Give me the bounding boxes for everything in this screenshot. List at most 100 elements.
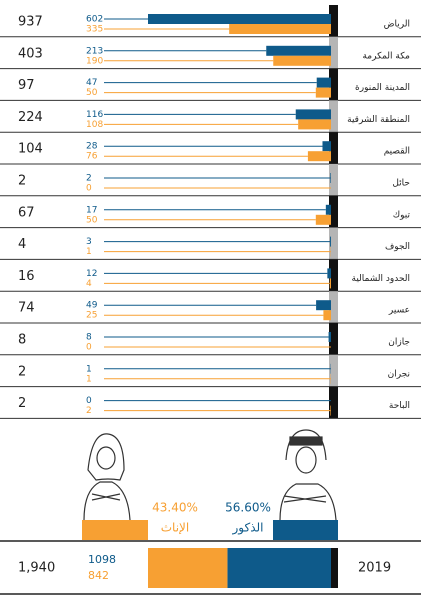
male-swatch	[273, 520, 338, 540]
bar	[148, 14, 331, 24]
value-label: 50	[86, 215, 98, 225]
region-total: 97	[18, 78, 35, 93]
summary-bar	[148, 548, 228, 588]
region-total: 224	[18, 110, 43, 125]
value-label: 116	[86, 110, 103, 120]
axis-strip	[329, 164, 338, 196]
female-total: 842	[88, 569, 109, 582]
region-total: 67	[18, 205, 35, 220]
region-total: 2	[18, 396, 26, 411]
value-label: 25	[86, 311, 97, 321]
value-label: 3	[86, 237, 92, 247]
bar	[323, 310, 331, 321]
region-label: جازان	[388, 338, 410, 348]
value-label: 1	[86, 364, 92, 374]
value-label: 0	[86, 396, 92, 406]
value-label: 2	[86, 174, 92, 184]
axis-strip	[329, 68, 338, 101]
value-label: 4	[86, 279, 92, 289]
region-total: 4	[18, 237, 26, 252]
value-label: 50	[86, 88, 98, 98]
female-label: الإناث	[161, 521, 189, 535]
male-figure	[279, 429, 337, 521]
value-label: 602	[86, 15, 103, 25]
axis-strip	[329, 36, 338, 69]
value-label: 47	[86, 78, 97, 88]
male-label: الذكور	[232, 521, 264, 536]
region-label: حائل	[392, 179, 410, 189]
region-total: 2	[18, 174, 26, 189]
value-label: 2	[86, 406, 92, 416]
total: 1,940	[18, 561, 55, 576]
value-label: 28	[86, 142, 98, 152]
bar	[330, 236, 331, 247]
value-label: 8	[86, 333, 92, 343]
value-label: 190	[86, 56, 103, 66]
bar	[328, 332, 331, 342]
value-label: 1	[86, 374, 92, 384]
axis-strip	[329, 227, 338, 260]
region-label: الرياض	[384, 20, 410, 30]
bar	[329, 278, 331, 289]
region-label: الباحة	[389, 401, 410, 411]
region-total: 104	[18, 142, 43, 157]
region-label: مكة المكرمة	[362, 51, 410, 61]
bar	[325, 204, 331, 215]
axis-strip	[329, 5, 338, 37]
female-swatch	[82, 520, 148, 540]
axis-strip	[329, 386, 338, 419]
region-total: 16	[18, 269, 35, 284]
value-label: 213	[86, 46, 103, 56]
region-total: 937	[18, 15, 43, 30]
value-label: 0	[86, 343, 92, 353]
bar	[229, 24, 331, 34]
value-label: 49	[86, 301, 98, 311]
region-total: 2	[18, 364, 26, 379]
bar	[266, 45, 331, 56]
bar	[316, 300, 331, 311]
region-label: تبوك	[393, 210, 411, 220]
axis-strip	[329, 291, 338, 323]
value-label: 108	[86, 120, 103, 130]
female-figure	[83, 433, 131, 521]
bar	[307, 151, 331, 162]
region-label: القصيم	[384, 147, 410, 157]
value-label: 17	[86, 205, 97, 215]
axis-strip	[329, 195, 338, 228]
bar	[315, 214, 331, 225]
year: 2019	[358, 561, 391, 576]
axis-strip	[329, 132, 338, 164]
bar	[316, 77, 331, 88]
region-label: المدينة المنورة	[355, 83, 410, 93]
region-label: نجران	[388, 369, 410, 379]
axis-strip	[329, 259, 338, 292]
female-percent: 43.40%	[152, 501, 198, 515]
region-label: عسير	[388, 306, 410, 316]
bar	[298, 119, 331, 130]
value-label: 12	[86, 269, 97, 279]
value-label: 335	[86, 25, 103, 35]
bar	[327, 268, 331, 279]
bar	[330, 173, 331, 183]
region-total: 8	[18, 333, 26, 348]
axis-strip	[329, 323, 338, 355]
bar	[322, 141, 331, 152]
value-label: 76	[86, 152, 98, 162]
male-percent: 56.60%	[225, 501, 271, 515]
value-label: 1	[86, 247, 92, 257]
bar	[295, 109, 331, 120]
value-label: 0	[86, 184, 92, 194]
region-total: 403	[18, 46, 43, 61]
region-label: الحدود الشمالية	[352, 274, 411, 284]
bar	[315, 87, 331, 98]
axis-strip	[329, 354, 338, 387]
summary-bar	[227, 548, 331, 588]
axis-strip	[329, 100, 338, 133]
end-cap	[331, 548, 338, 588]
bar	[273, 55, 331, 66]
region-total: 74	[18, 301, 35, 316]
male-total: 1098	[88, 553, 116, 566]
region-label: الجوف	[385, 242, 410, 252]
